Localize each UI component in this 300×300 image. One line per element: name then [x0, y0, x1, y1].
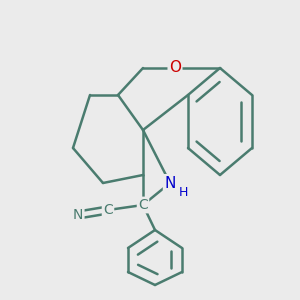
- Text: N: N: [164, 176, 176, 190]
- Text: H: H: [178, 187, 188, 200]
- Text: C: C: [138, 198, 148, 212]
- Text: N: N: [73, 208, 83, 222]
- Text: O: O: [169, 61, 181, 76]
- Text: C: C: [103, 203, 113, 217]
